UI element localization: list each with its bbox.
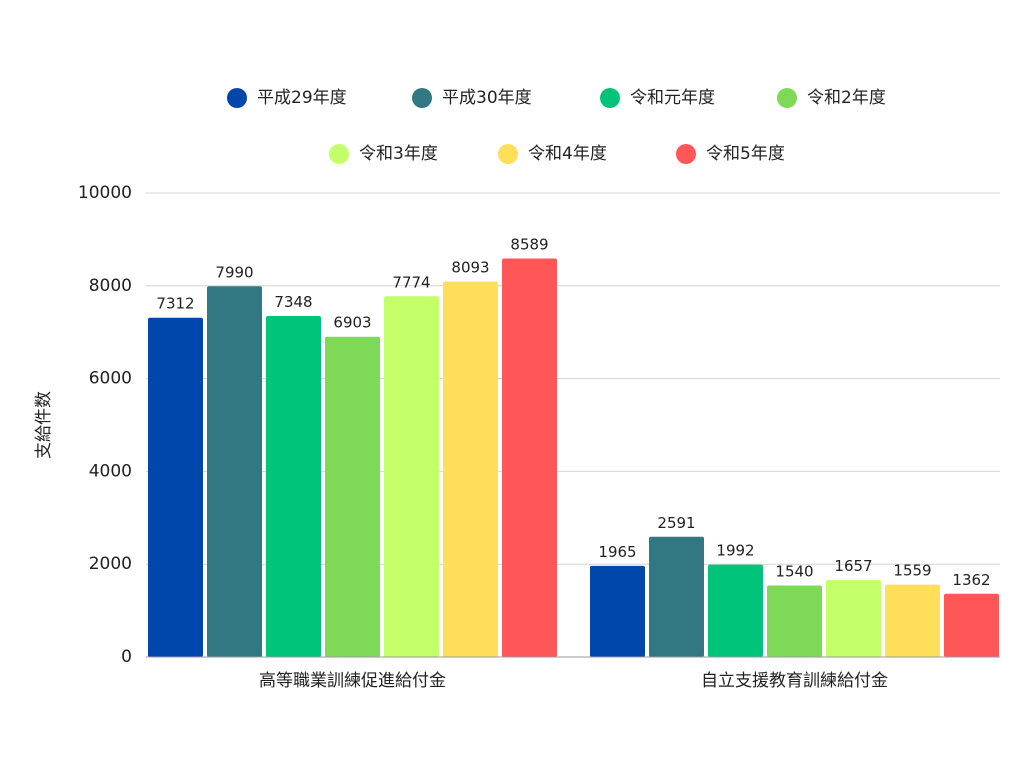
data-label: 1657 [834,557,872,575]
bars [148,258,999,657]
legend-label: 平成30年度 [442,88,532,108]
legend-swatch [600,88,620,108]
y-tick-label: 10000 [78,183,132,203]
legend-label: 令和5年度 [706,144,785,164]
data-label: 7348 [274,293,312,311]
y-axis-ticks: 0 2000 4000 6000 8000 10000 [78,183,132,667]
bar [885,584,940,657]
legend-swatch [227,88,247,108]
data-label: 1540 [775,563,813,581]
legend-swatch [329,144,349,164]
data-label: 7774 [392,273,430,291]
legend-label: 平成29年度 [257,88,347,108]
data-label: 1992 [716,542,754,560]
bar [266,316,321,657]
legend-label: 令和元年度 [630,88,715,108]
legend-swatch [777,88,797,108]
data-label: 6903 [333,314,371,332]
y-tick-label: 8000 [89,276,132,296]
bar [207,286,262,657]
data-label: 8589 [510,235,548,253]
bar [325,336,380,657]
data-label: 8093 [451,258,489,276]
y-tick-label: 6000 [89,369,132,389]
category-label: 自立支援教育訓練給付金 [701,671,888,691]
data-label: 7312 [156,295,194,313]
bar [826,580,881,657]
y-tick-label: 0 [121,647,132,667]
data-labels: 7312 7990 7348 6903 7774 8093 8589 1965 2591 1992… [156,235,990,588]
bar [384,296,439,657]
legend-swatch [412,88,432,108]
legend-swatch [676,144,696,164]
bar [502,258,557,657]
legend-swatch [498,144,518,164]
bar [708,564,763,657]
legend-label: 令和2年度 [807,88,886,108]
data-label: 2591 [657,514,695,532]
bar [649,536,704,657]
bar [590,565,645,657]
data-label: 7990 [215,263,253,281]
bar [443,281,498,657]
bar [767,585,822,657]
bar [148,317,203,657]
bar [944,593,999,657]
data-label: 1362 [952,571,990,589]
y-tick-label: 2000 [89,554,132,574]
category-label: 高等職業訓練促進給付金 [259,671,446,691]
data-label: 1559 [893,562,931,580]
y-tick-label: 4000 [89,461,132,481]
category-labels: 高等職業訓練促進給付金 自立支援教育訓練給付金 [259,671,888,691]
legend-label: 令和3年度 [359,144,438,164]
legend-label: 令和4年度 [528,144,607,164]
data-label: 1965 [598,543,636,561]
y-axis-label: 支給件数 [34,391,54,459]
